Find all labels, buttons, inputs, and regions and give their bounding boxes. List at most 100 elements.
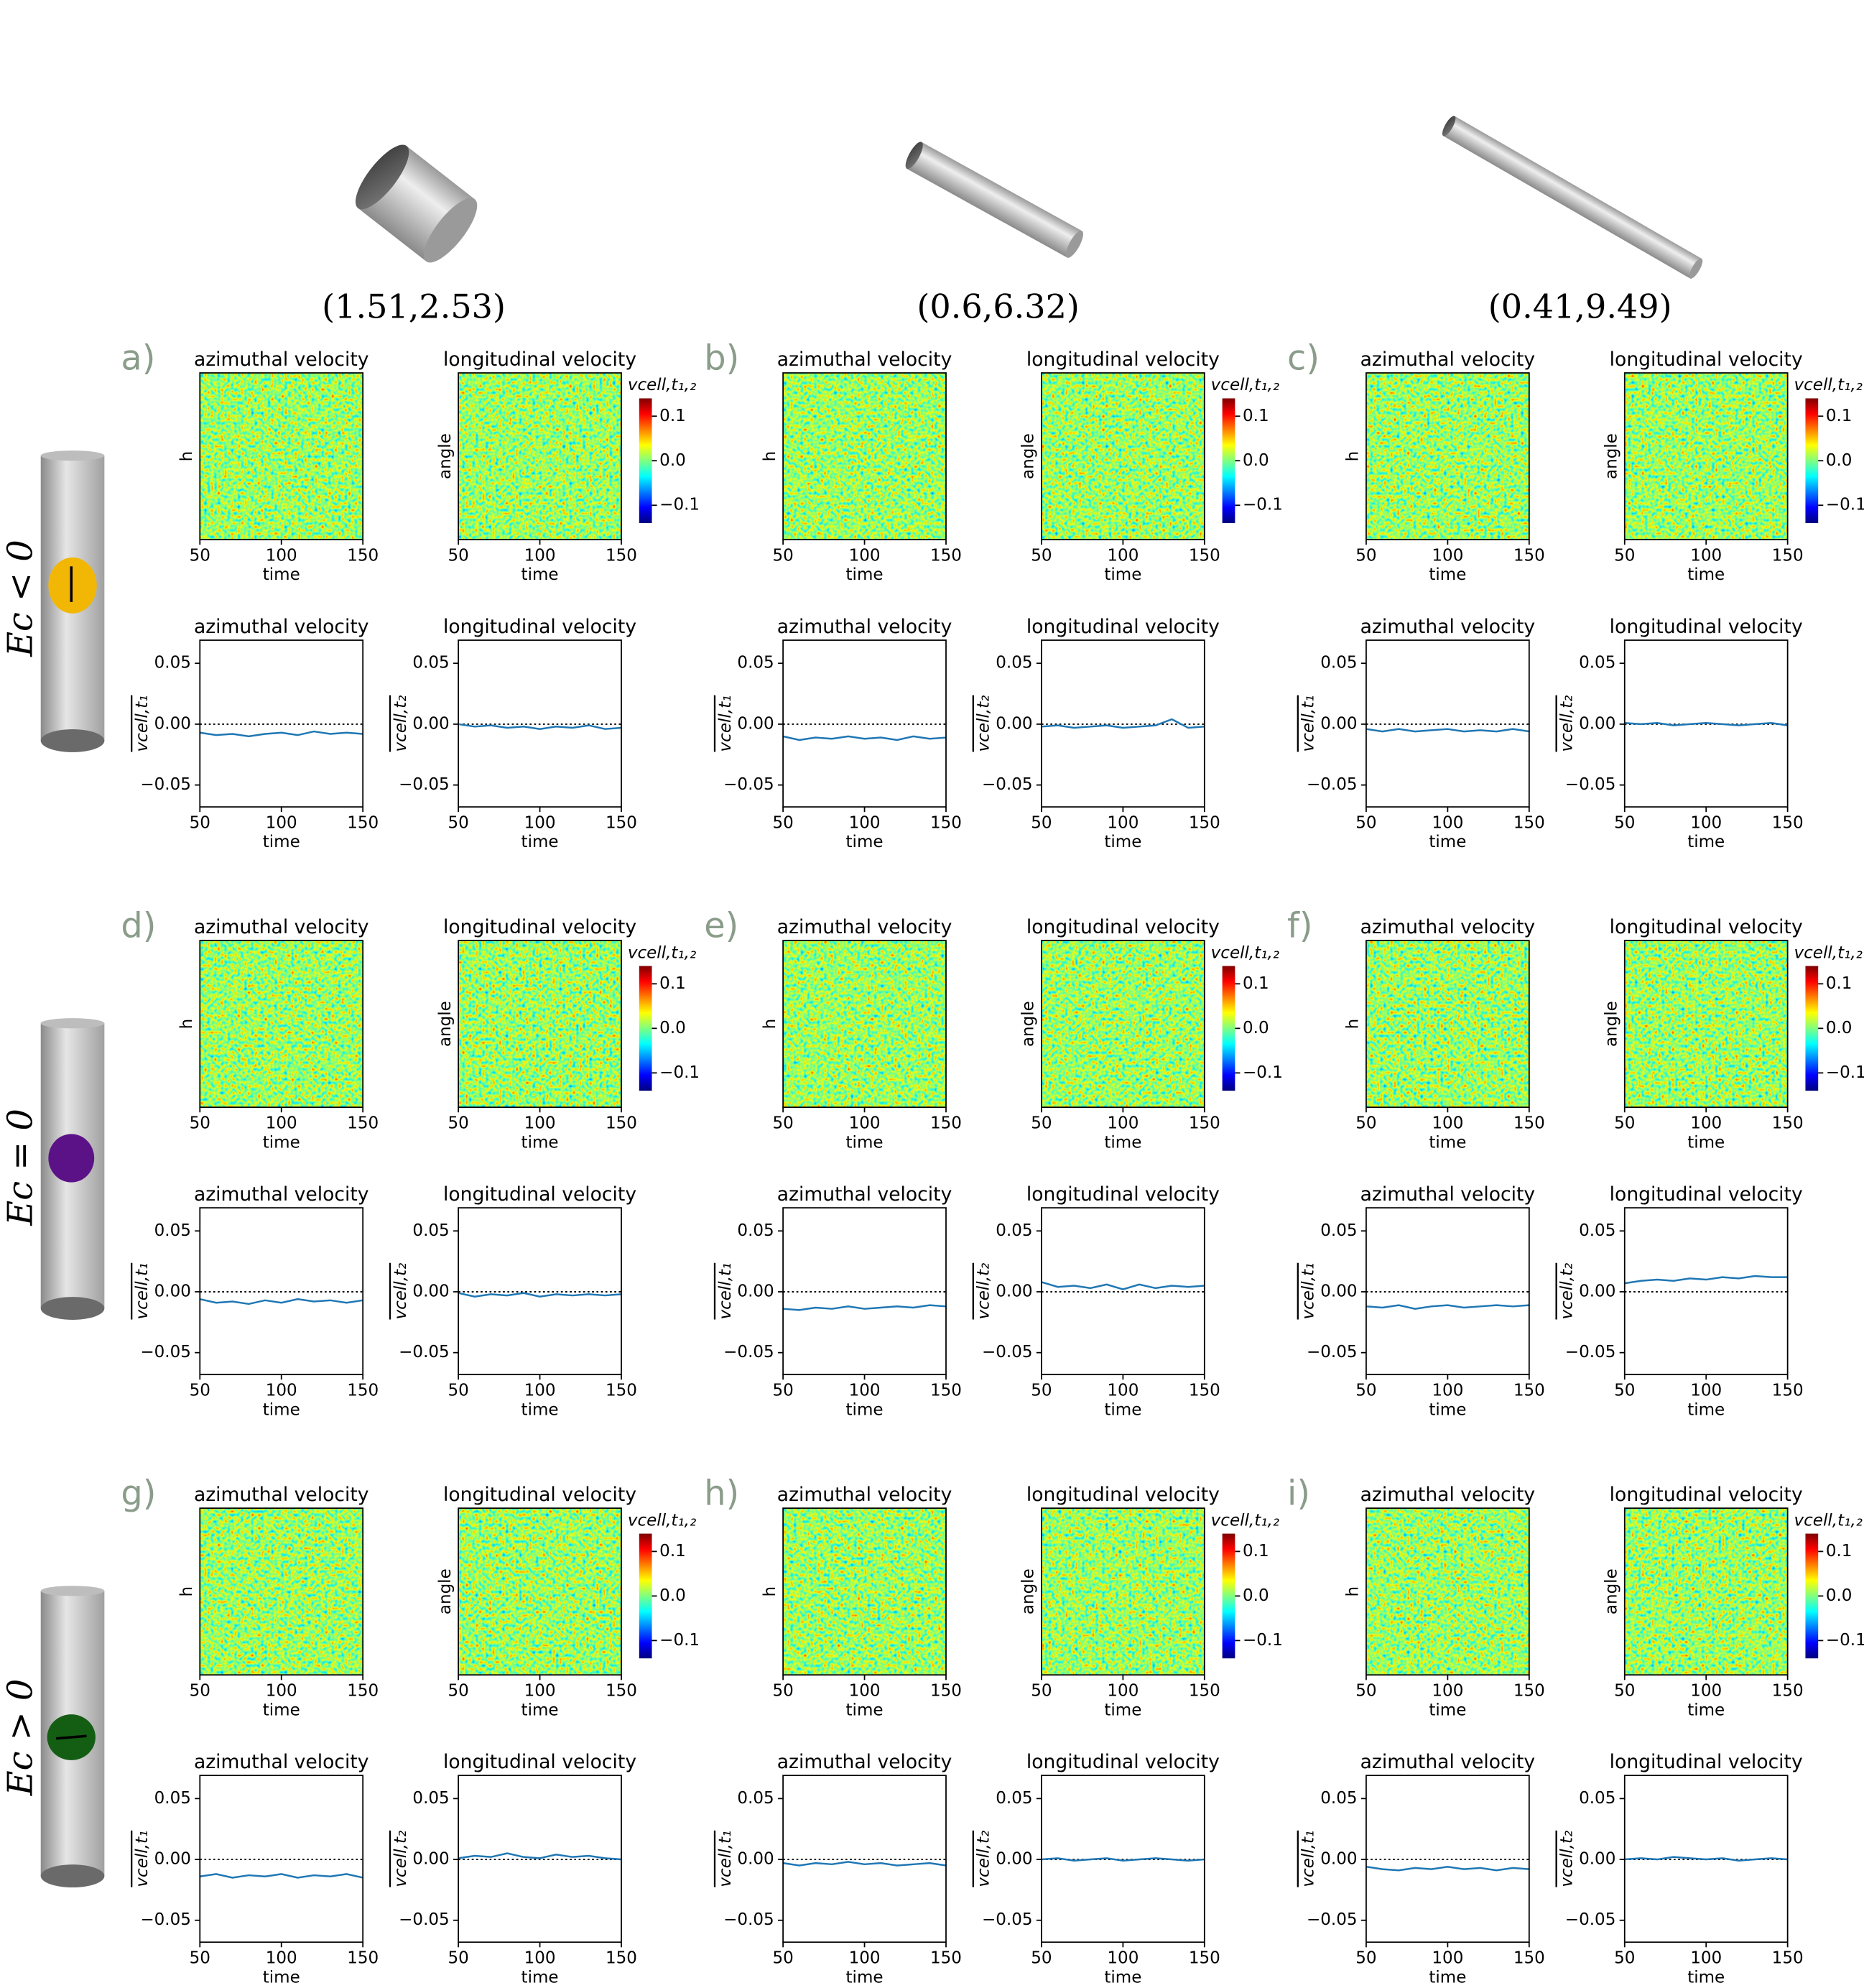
y-tick-label: −0.05 xyxy=(140,1910,191,1929)
colorbar-tick-label: 0.1 xyxy=(1243,974,1269,993)
y-tick-label: 0.00 xyxy=(737,714,774,733)
series-line xyxy=(200,1873,363,1879)
y-axis-label: h xyxy=(177,451,196,462)
x-tick-label: 100 xyxy=(266,814,297,833)
heatmap-field xyxy=(1041,373,1205,540)
heatmap-field xyxy=(458,373,621,540)
x-tick-label: 150 xyxy=(1513,1114,1545,1133)
series-line xyxy=(458,1852,622,1861)
x-tick-label: 100 xyxy=(524,1682,556,1701)
x-tick-label: 50 xyxy=(448,1382,468,1400)
shape-icon xyxy=(355,144,478,263)
heatmap-field xyxy=(1365,1508,1529,1675)
x-tick-label: 100 xyxy=(266,1114,297,1133)
plot-title: longitudinal velocity xyxy=(1610,616,1803,638)
cell-icon xyxy=(40,1586,105,1888)
x-tick-label: 150 xyxy=(1189,1382,1220,1400)
plot-title: longitudinal velocity xyxy=(443,1484,636,1506)
shape-icon xyxy=(1442,116,1703,279)
colorbar-label: vcell,t₁,₂ xyxy=(628,1511,696,1530)
x-tick-label: 150 xyxy=(606,547,637,565)
colorbar-tick-label: 0.1 xyxy=(659,407,686,425)
y-axis-label: vcell,t₂ xyxy=(391,695,410,752)
x-axis-label: time xyxy=(846,1133,884,1152)
plot-title: azimuthal velocity xyxy=(194,916,369,938)
colorbar-tick-label: 0.0 xyxy=(1243,451,1269,470)
x-tick-label: 50 xyxy=(190,814,210,833)
x-tick-label: 50 xyxy=(1031,1114,1052,1133)
plot-title: azimuthal velocity xyxy=(194,1183,369,1206)
colorbar-tick-label: 0.1 xyxy=(1826,407,1853,425)
y-tick-label: −0.05 xyxy=(140,1343,191,1361)
colorbar-tick-label: 0.0 xyxy=(659,1019,686,1037)
panel-label: a) xyxy=(121,338,155,378)
x-axis-label: time xyxy=(846,1968,884,1987)
x-tick-label: 50 xyxy=(1614,1114,1635,1133)
colorbar-tick-label: 0.0 xyxy=(1826,1019,1853,1037)
y-tick-label: 0.00 xyxy=(1320,1850,1357,1869)
x-tick-label: 100 xyxy=(1690,1114,1722,1133)
x-tick-label: 50 xyxy=(1614,814,1635,833)
colorbar-tick-label: −0.1 xyxy=(1243,1063,1283,1082)
colorbar xyxy=(1805,398,1819,524)
x-axis-label: time xyxy=(1429,1968,1466,1987)
y-tick-label: 0.00 xyxy=(737,1850,774,1869)
y-axis-label: vcell,t₂ xyxy=(975,695,993,752)
x-tick-label: 50 xyxy=(1031,547,1052,565)
y-tick-label: 0.05 xyxy=(1320,1221,1357,1240)
colorbar-tick-label: −0.1 xyxy=(659,496,700,514)
x-tick-label: 100 xyxy=(1107,1682,1139,1701)
plot-title: azimuthal velocity xyxy=(1360,916,1536,938)
plot-title: longitudinal velocity xyxy=(443,348,636,371)
x-tick-label: 100 xyxy=(1690,1949,1722,1968)
y-tick-label: 0.05 xyxy=(1579,1789,1615,1808)
y-axis-label: angle xyxy=(436,1001,455,1047)
x-tick-label: 50 xyxy=(1031,1382,1052,1400)
x-axis-label: time xyxy=(263,565,300,584)
x-tick-label: 150 xyxy=(930,1114,962,1133)
x-tick-label: 150 xyxy=(1772,814,1804,833)
colorbar-tick-label: 0.0 xyxy=(659,1586,686,1605)
x-axis-label: time xyxy=(1104,1968,1141,1987)
x-tick-label: 100 xyxy=(266,547,297,565)
y-axis-label: vcell,t₂ xyxy=(975,1831,993,1887)
plot-title: longitudinal velocity xyxy=(443,616,636,638)
x-tick-label: 50 xyxy=(1355,814,1376,833)
x-tick-label: 150 xyxy=(1189,1682,1220,1701)
plot-title: azimuthal velocity xyxy=(777,348,952,371)
x-tick-label: 150 xyxy=(1189,814,1220,833)
x-axis-label: time xyxy=(1687,565,1725,584)
x-tick-label: 150 xyxy=(1772,1382,1804,1400)
plot-title: azimuthal velocity xyxy=(194,1484,369,1506)
column-label: (1.51,2.53) xyxy=(322,287,506,325)
x-axis-label: time xyxy=(1429,1400,1466,1419)
colorbar-tick-label: 0.1 xyxy=(659,1542,686,1561)
colorbar-label: vcell,t₁,₂ xyxy=(628,943,696,962)
x-tick-label: 150 xyxy=(1513,547,1545,565)
colorbar-tick-label: 0.0 xyxy=(1826,1586,1853,1605)
y-axis-label: vcell,t₁ xyxy=(1299,695,1318,752)
colorbar-tick-label: 0.0 xyxy=(1243,1019,1269,1037)
y-axis-label: vcell,t₁ xyxy=(133,1263,152,1320)
y-tick-label: 0.00 xyxy=(1320,1282,1357,1300)
x-tick-label: 150 xyxy=(347,1382,379,1400)
y-axis-label: angle xyxy=(1019,1001,1038,1047)
y-tick-label: 0.05 xyxy=(996,1789,1032,1808)
y-tick-label: 0.00 xyxy=(412,714,449,733)
y-tick-label: 0.00 xyxy=(154,1282,191,1300)
x-tick-label: 150 xyxy=(1772,1949,1804,1968)
x-tick-label: 50 xyxy=(448,1114,468,1133)
colorbar-tick-label: 0.1 xyxy=(1243,407,1269,425)
cell-icon xyxy=(40,1018,105,1320)
x-tick-label: 50 xyxy=(1355,1114,1376,1133)
x-tick-label: 50 xyxy=(1031,814,1052,833)
x-tick-label: 50 xyxy=(448,814,468,833)
x-axis-label: time xyxy=(1687,833,1725,851)
y-axis-label: vcell,t₂ xyxy=(975,1263,993,1320)
x-tick-label: 100 xyxy=(849,1682,881,1701)
x-axis-label: time xyxy=(263,1400,300,1419)
colorbar xyxy=(1222,966,1235,1091)
x-axis-label: time xyxy=(1104,1400,1141,1419)
panel-label: b) xyxy=(704,338,739,378)
